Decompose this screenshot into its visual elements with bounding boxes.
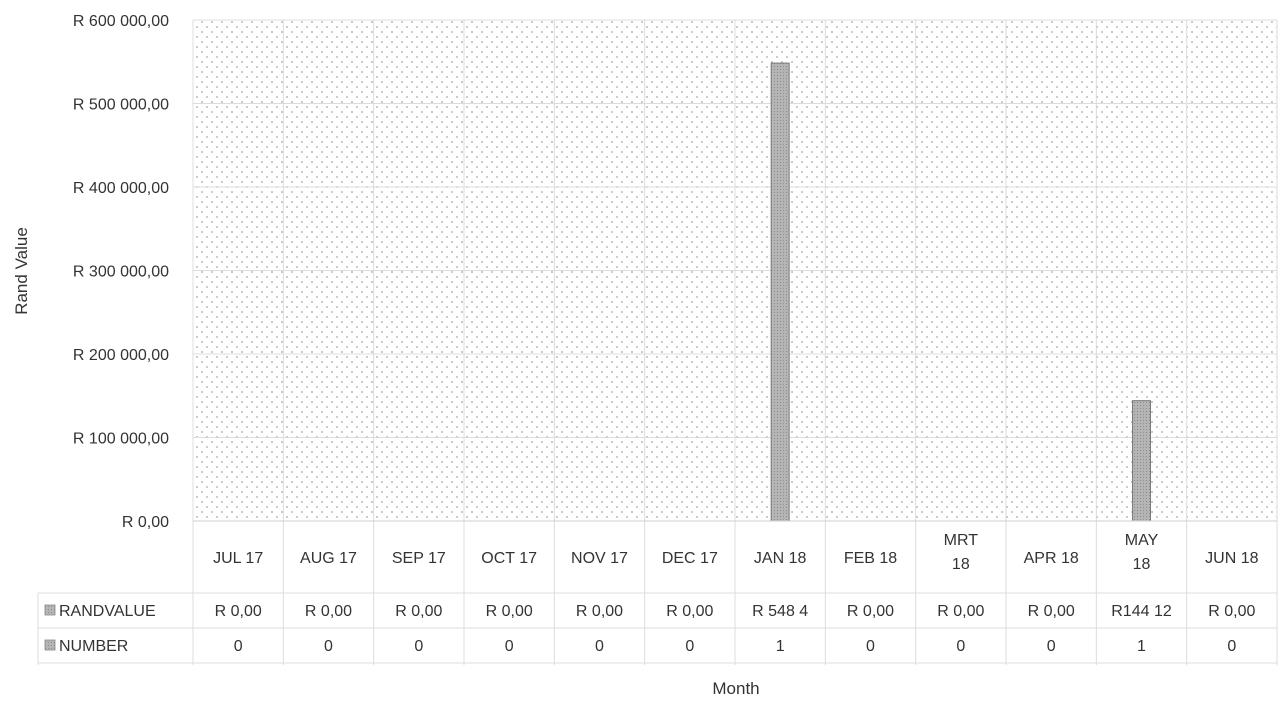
y-tick-label: R 400 000,00 [73, 180, 169, 197]
data-cell: 1 [776, 638, 785, 655]
y-axis-title: Rand Value [12, 227, 31, 315]
legend-key-number [44, 639, 56, 651]
data-cell: R144 12 [1111, 603, 1172, 620]
data-cell: R 0,00 [1208, 603, 1255, 620]
y-tick-label: R 100 000,00 [73, 431, 169, 448]
data-cell: R 0,00 [215, 603, 262, 620]
data-cell: R 0,00 [305, 603, 352, 620]
data-cell: 0 [505, 638, 514, 655]
data-cell: 0 [595, 638, 604, 655]
legend-label-number: NUMBER [59, 638, 128, 655]
x-tick-label: OCT 17 [481, 550, 537, 567]
data-cell: 0 [1227, 638, 1236, 655]
data-cell: R 0,00 [666, 603, 713, 620]
data-cell: R 0,00 [1028, 603, 1075, 620]
data-cell: 0 [234, 638, 243, 655]
data-cell: R 0,00 [847, 603, 894, 620]
x-tick-label: MRT 18 [944, 532, 979, 573]
data-cell: 0 [956, 638, 965, 655]
y-tick-label: R 600 000,00 [73, 13, 169, 30]
plot-area: R 0,00 R 100 000,00 R 200 000,00 R 300 000,… [73, 13, 1278, 665]
data-cell: 0 [1047, 638, 1056, 655]
y-tick-label: R 0,00 [122, 514, 169, 531]
data-cell: R 0,00 [576, 603, 623, 620]
x-tick-label: APR 18 [1024, 550, 1079, 567]
data-cell: R 0,00 [395, 603, 442, 620]
data-cell: 1 [1137, 638, 1146, 655]
legend-key-randvalue [44, 604, 56, 616]
x-tick-label: AUG 17 [300, 550, 357, 567]
x-tick-label: NOV 17 [571, 550, 628, 567]
x-tick-label: JUL 17 [213, 550, 263, 567]
x-tick-label: JUN 18 [1205, 550, 1258, 567]
data-table: JUL 17 AUG 17 SEP 17 OCT 17 NOV 17 DEC 17 JAN … [37, 520, 1277, 665]
data-cell: R 548 4 [752, 603, 808, 620]
x-tick-label: DEC 17 [662, 550, 718, 567]
data-cell: 0 [866, 638, 875, 655]
legend-label-randvalue: RANDVALUE [59, 603, 156, 620]
x-tick-label: FEB 18 [844, 550, 897, 567]
y-tick-label: R 300 000,00 [73, 264, 169, 281]
x-axis-title: Month [712, 679, 759, 698]
data-cell: R 0,00 [937, 603, 984, 620]
x-tick-label: MAY 18 [1125, 532, 1159, 573]
data-cell: R 0,00 [486, 603, 533, 620]
data-cell: 0 [414, 638, 423, 655]
data-cell: 0 [324, 638, 333, 655]
data-cell: 0 [685, 638, 694, 655]
y-tick-label: R 500 000,00 [73, 97, 169, 114]
bar-randvalue [770, 62, 790, 522]
y-tick-label: R 200 000,00 [73, 347, 169, 364]
x-tick-label: SEP 17 [392, 550, 446, 567]
x-tick-label: JAN 18 [754, 550, 807, 567]
bar-randvalue [1132, 400, 1151, 522]
